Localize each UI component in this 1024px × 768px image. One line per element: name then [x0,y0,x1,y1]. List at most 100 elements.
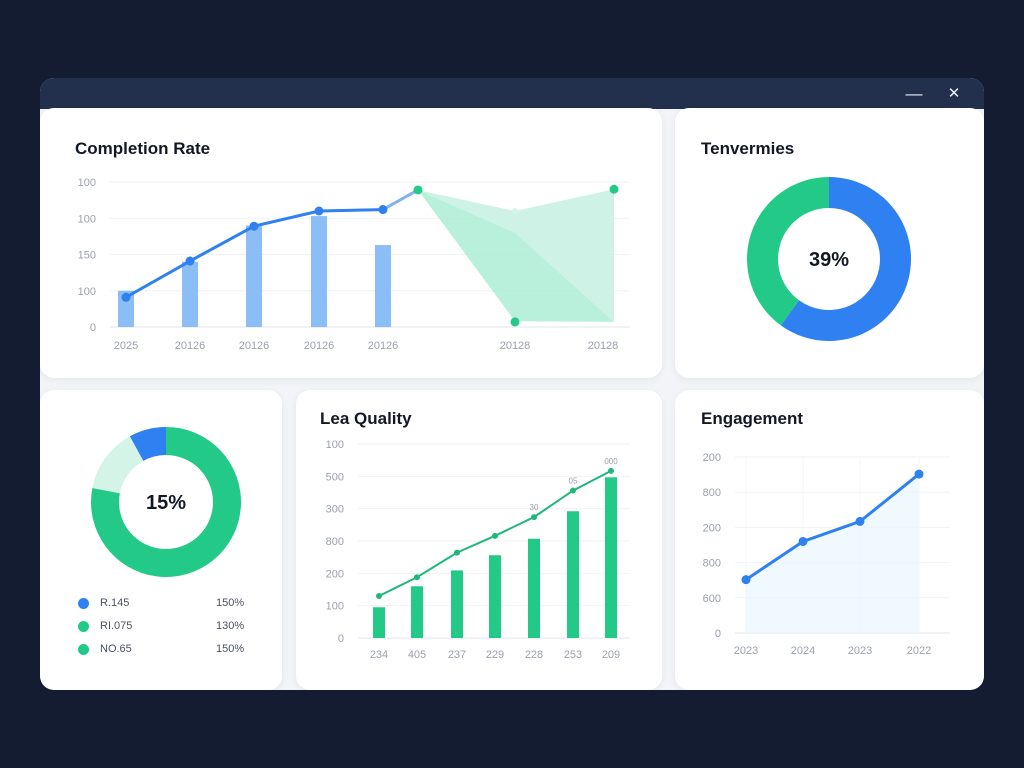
legend-dot-icon [78,598,89,609]
point-label: 30 [530,503,539,512]
line-point [855,516,865,526]
legend-value: 150% [216,643,245,655]
x-tick-label: 20126 [304,340,335,352]
line-point [798,536,808,546]
area-point [512,208,518,214]
area-point [510,317,520,327]
dashboard-window: — ✕ Completion Rate Tenvermies R.145 150%… [40,78,984,690]
donut-slice [747,177,829,326]
x-tick-label: 20128 [588,340,619,352]
bar [451,570,463,638]
legend-item: NO.65 150% [78,643,258,657]
line-point [413,185,423,195]
legend-dot-icon [78,644,89,655]
x-tick-label: 20126 [175,340,206,352]
bar [246,225,262,327]
bar [605,477,617,638]
bar [118,290,134,327]
line-point [454,549,460,556]
line-point [185,256,195,266]
bar [489,555,501,638]
lead-quality-card: Lea Quality [296,390,662,690]
x-tick-label: 2023 [848,645,872,657]
card-title: Completion Rate [75,139,211,158]
line-extension [382,188,419,211]
line-point [249,221,259,231]
bar [411,586,423,638]
minimize-icon[interactable]: — [905,84,923,103]
engagement-card: Engagement [675,390,984,690]
y-tick-label: 0 [338,633,344,645]
y-tick-label: 800 [326,536,344,548]
donut-slice [91,427,242,577]
legend-value: 130% [216,620,245,632]
bar [182,261,198,327]
x-tick-label: 20126 [239,340,270,352]
line-point [314,206,324,216]
donut-slice [780,177,911,341]
x-tick-label: 20128 [500,340,531,352]
point-label: 000 [604,457,618,466]
donut-center-label: 15% [146,492,186,514]
x-tick-label: 2023 [734,645,758,657]
y-tick-label: 200 [703,522,721,534]
bar [528,538,540,638]
x-tick-label: 2025 [114,340,138,352]
area-band [418,189,614,322]
donut-slice [92,436,144,494]
x-tick-label: 228 [525,649,543,661]
title-bar: — ✕ [40,78,984,109]
x-tick-label: 20126 [368,340,399,352]
line-point [378,205,388,215]
bar [373,607,385,638]
card-title: Lea Quality [320,409,412,428]
bar [311,216,327,327]
line-point [914,469,924,479]
x-tick-label: 405 [408,649,426,661]
legend-dot-icon [78,621,89,632]
line-point [741,575,751,585]
y-tick-label: 0 [90,322,96,334]
card-title: Engagement [701,409,804,428]
legend-value: 150% [216,597,245,609]
legend-label: NO.65 [100,643,132,655]
legend-item: RI.075 130% [78,620,258,634]
x-tick-label: 209 [602,649,620,661]
line-point [376,592,382,599]
y-tick-label: 100 [78,177,96,189]
x-tick-label: 2024 [791,645,815,657]
bar [567,511,579,638]
x-tick-label: 2022 [907,645,931,657]
area-point [609,184,619,194]
x-tick-label: 229 [486,649,504,661]
area-triangle [418,189,614,322]
card-title: Tenvermies [701,139,795,158]
line-point [492,532,498,539]
legend-item: R.145 150% [78,597,258,611]
x-tick-label: 253 [564,649,582,661]
line-point [414,574,420,581]
legend-label: R.145 [100,597,130,609]
y-tick-label: 200 [326,568,344,580]
line-area [746,474,919,633]
y-tick-label: 800 [703,487,721,499]
line-point [570,487,576,494]
x-tick-label: 234 [370,649,388,661]
line-point [121,292,131,302]
y-tick-label: 600 [703,593,721,605]
charts-layer: 0 100 150 100 100 2025 20126 20126 20126 20126 201… [78,177,950,661]
legend-label: RI.075 [100,620,133,632]
bar [375,245,391,327]
y-tick-label: 100 [326,439,344,451]
line-point [531,514,537,521]
line-series [745,472,920,581]
y-tick-label: 0 [715,628,721,640]
y-tick-label: 200 [703,452,721,464]
y-tick-label: 100 [78,286,96,298]
close-icon[interactable]: ✕ [947,85,961,102]
x-tick-label: 237 [448,649,466,661]
y-tick-label: 150 [78,250,96,262]
y-tick-label: 300 [326,504,344,516]
y-tick-label: 100 [78,213,96,225]
point-label: 05 [569,477,578,486]
